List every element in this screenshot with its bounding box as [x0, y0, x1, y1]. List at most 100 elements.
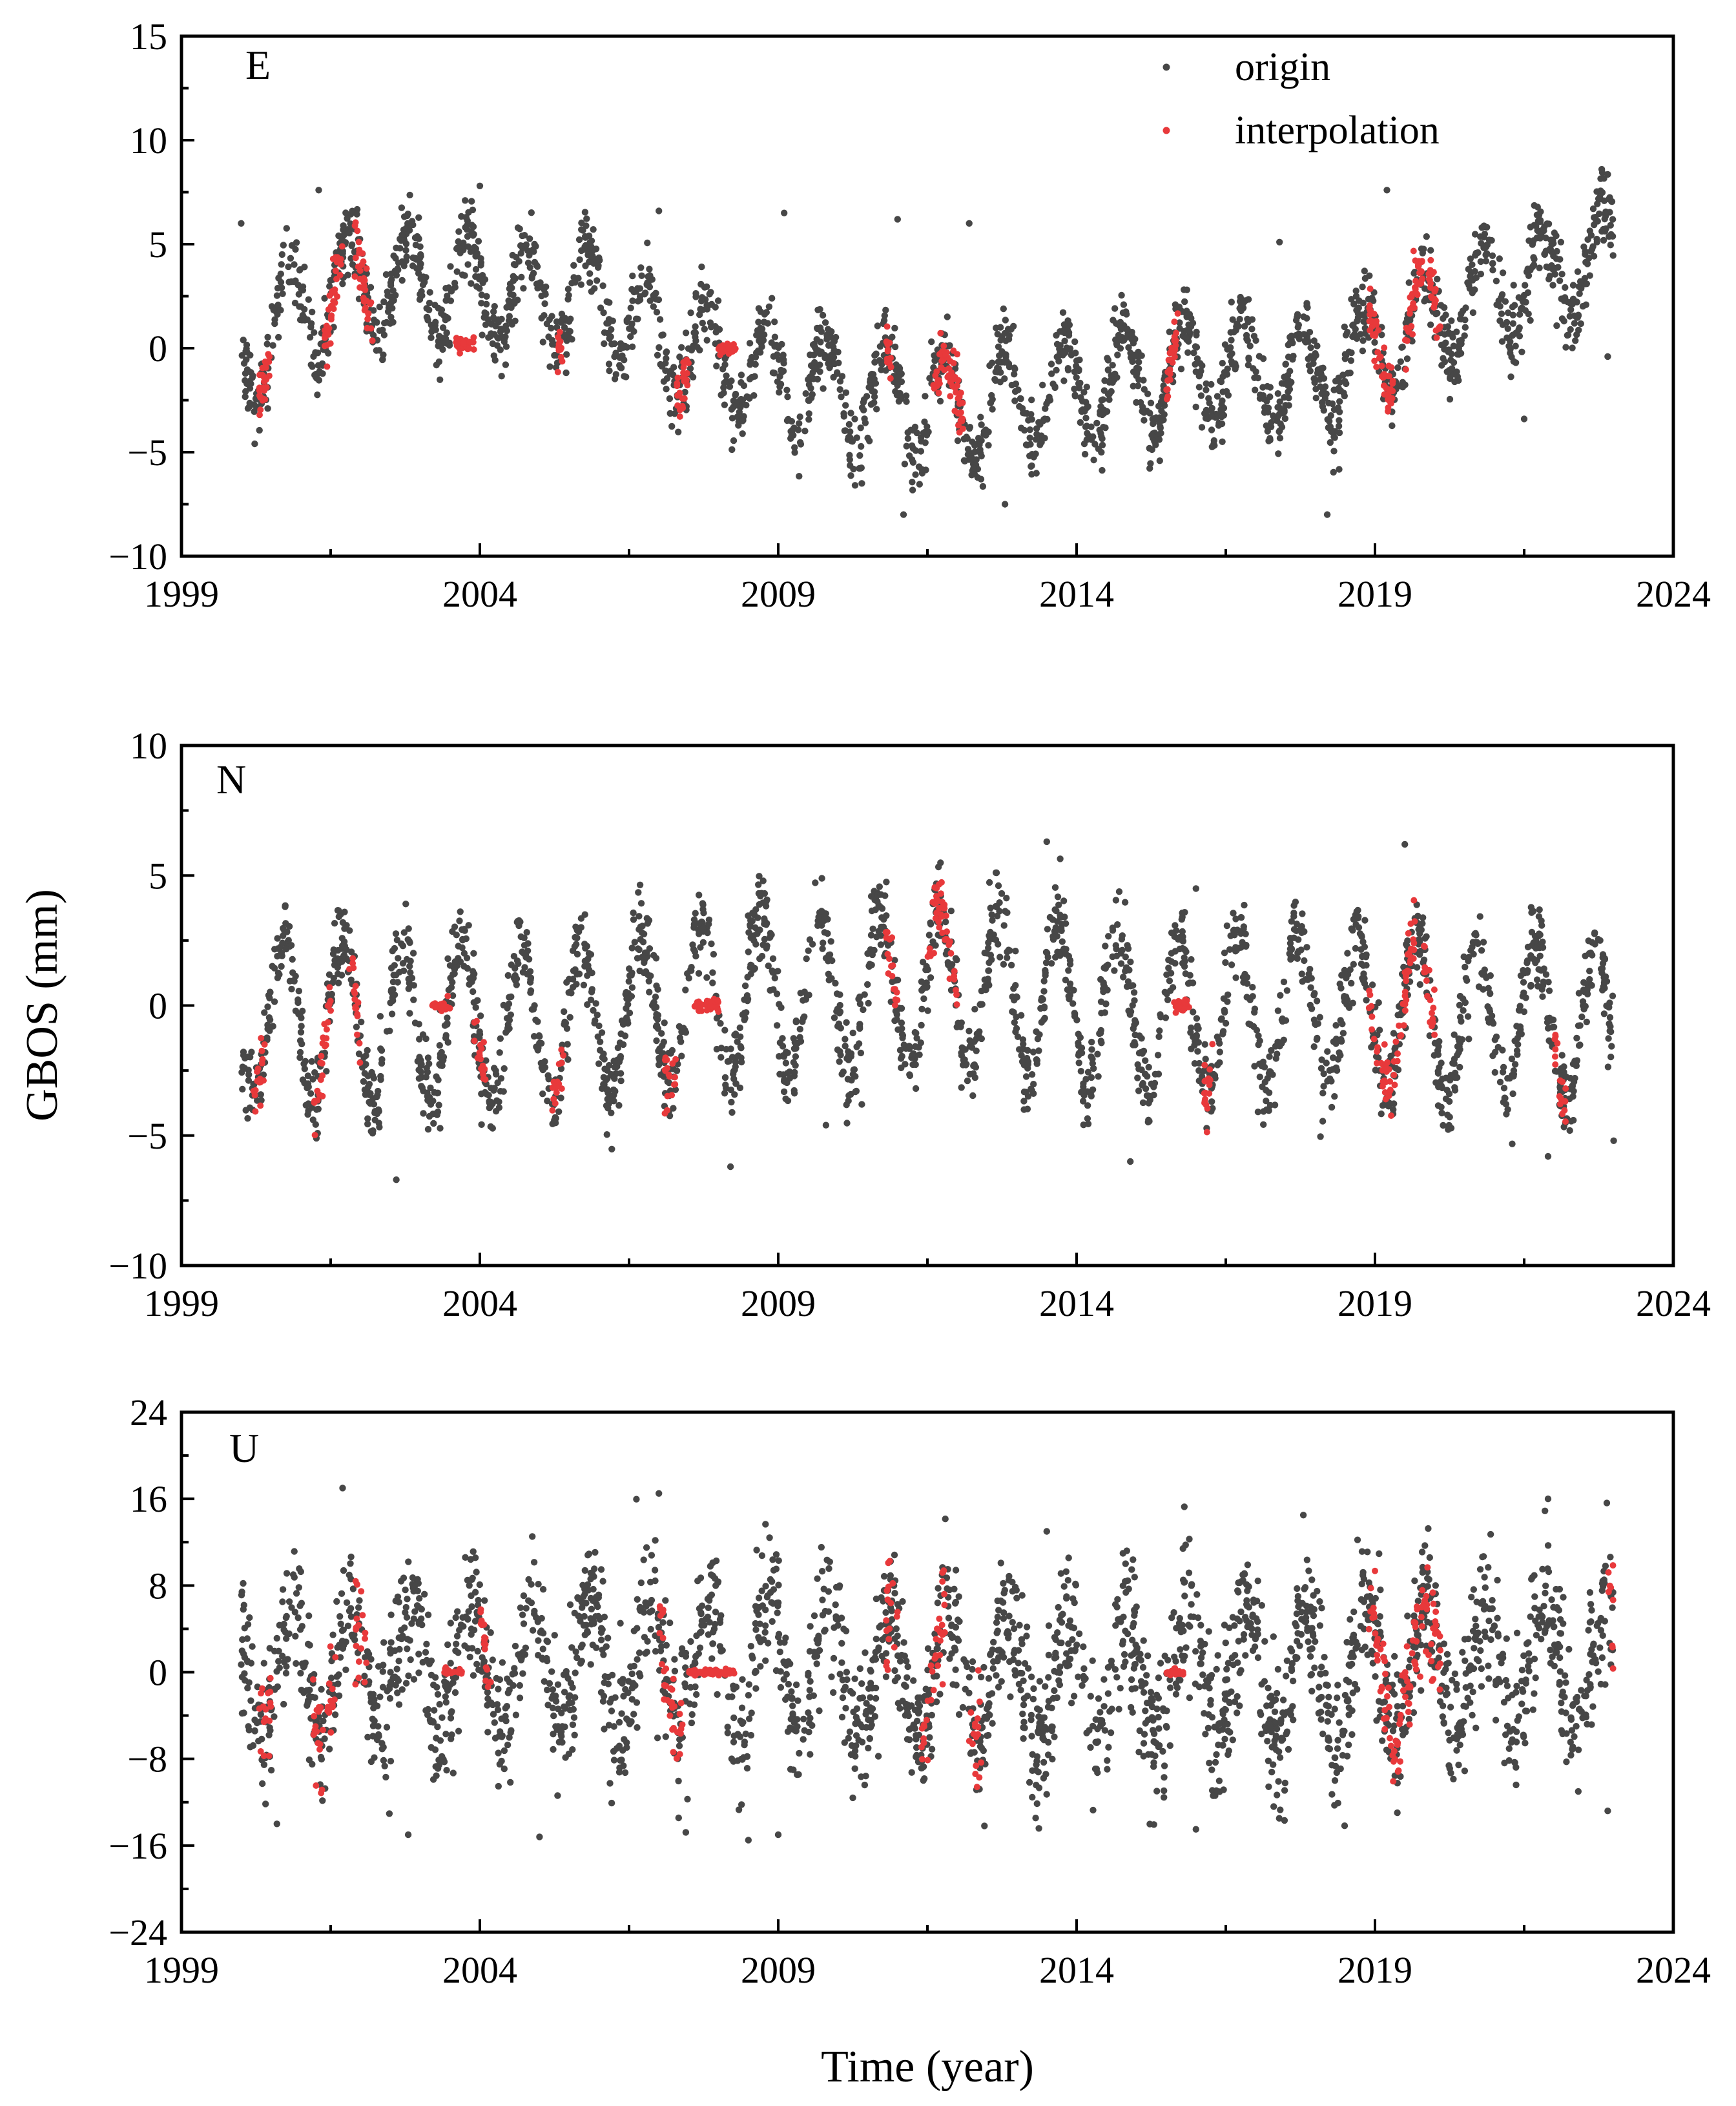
- origin-point: [1310, 375, 1318, 382]
- interpolation-point: [937, 329, 944, 337]
- origin-point: [392, 930, 400, 937]
- origin-point: [1520, 979, 1527, 986]
- origin-point: [942, 918, 949, 926]
- interpolation-point: [1407, 294, 1414, 301]
- origin-point: [617, 1053, 625, 1060]
- origin-point: [662, 367, 669, 374]
- origin-point: [637, 264, 645, 271]
- origin-point: [599, 1054, 606, 1061]
- origin-point: [1530, 254, 1537, 261]
- origin-outlier-point: [1001, 501, 1009, 508]
- origin-point: [528, 209, 535, 216]
- origin-point: [1498, 338, 1506, 345]
- origin-point: [825, 952, 832, 959]
- origin-point: [720, 384, 727, 391]
- origin-point: [1011, 371, 1018, 378]
- origin-point: [851, 415, 858, 422]
- origin-point: [1603, 1002, 1610, 1010]
- origin-point: [805, 410, 812, 417]
- origin-point: [447, 297, 455, 304]
- origin-point: [460, 950, 468, 957]
- origin-point: [981, 976, 989, 983]
- origin-point: [586, 239, 594, 246]
- origin-point: [482, 321, 490, 328]
- origin-point: [989, 917, 996, 924]
- interpolation-point: [1389, 380, 1396, 387]
- origin-point: [752, 360, 759, 368]
- origin-point: [1029, 1048, 1037, 1056]
- origin-point: [774, 1022, 781, 1029]
- origin-point: [1499, 269, 1507, 276]
- origin-point: [1524, 959, 1531, 966]
- origin-point: [577, 281, 584, 288]
- origin-point: [639, 939, 647, 946]
- origin-point: [745, 929, 752, 936]
- origin-point: [273, 292, 281, 299]
- origin-point: [857, 1049, 865, 1057]
- origin-point: [1223, 922, 1231, 930]
- origin-point: [1307, 368, 1314, 375]
- origin-point: [1330, 468, 1337, 476]
- origin-point: [1259, 392, 1267, 399]
- origin-point: [1329, 1066, 1336, 1073]
- origin-point: [340, 952, 348, 959]
- origin-point: [1473, 939, 1481, 946]
- origin-point: [447, 263, 454, 270]
- origin-point: [1569, 344, 1576, 351]
- origin-point: [1082, 1076, 1090, 1083]
- interpolation-point: [955, 422, 962, 429]
- origin-point: [1148, 432, 1155, 439]
- origin-point: [1120, 301, 1128, 308]
- origin-point: [1458, 1017, 1465, 1025]
- origin-point: [1509, 304, 1516, 311]
- origin-point: [247, 368, 254, 376]
- origin-point: [1562, 344, 1569, 351]
- origin-point: [1232, 915, 1239, 923]
- origin-point: [1476, 233, 1484, 240]
- origin-point: [522, 241, 530, 248]
- origin-point: [1447, 357, 1454, 364]
- origin-point: [1595, 195, 1602, 202]
- origin-point: [1504, 325, 1511, 332]
- origin-point: [1038, 995, 1046, 1002]
- interpolation-point: [363, 265, 370, 272]
- origin-point: [495, 1098, 502, 1105]
- origin-point: [1132, 1017, 1139, 1024]
- origin-point: [1183, 327, 1190, 334]
- origin-point: [907, 426, 914, 433]
- origin-point: [876, 343, 884, 350]
- origin-point: [1288, 946, 1296, 954]
- origin-point: [1194, 1025, 1201, 1032]
- origin-point: [608, 1145, 615, 1153]
- origin-point: [814, 347, 822, 354]
- origin-point: [714, 297, 722, 304]
- origin-point: [1093, 419, 1100, 427]
- interpolation-point: [1172, 346, 1179, 353]
- origin-point: [1201, 1041, 1208, 1048]
- origin-point: [973, 456, 980, 463]
- origin-point: [1535, 913, 1543, 920]
- origin-point: [506, 1017, 513, 1024]
- interpolation-point: [555, 333, 562, 340]
- origin-point: [1423, 233, 1430, 240]
- origin-point: [326, 283, 333, 290]
- origin-point: [1472, 274, 1480, 281]
- interpolation-point: [679, 404, 687, 412]
- origin-point: [841, 427, 849, 434]
- interpolation-point: [958, 415, 966, 422]
- origin-point: [1549, 1016, 1557, 1023]
- origin-point: [1510, 282, 1517, 289]
- origin-point: [405, 925, 412, 932]
- origin-point: [1012, 982, 1019, 989]
- origin-point: [277, 306, 284, 314]
- origin-point: [1147, 399, 1155, 406]
- origin-point: [530, 247, 537, 254]
- origin-point: [820, 939, 827, 946]
- origin-point: [1573, 331, 1580, 339]
- origin-point: [1607, 1053, 1615, 1061]
- origin-outlier-point: [1198, 424, 1206, 431]
- origin-point: [1465, 1036, 1472, 1043]
- origin-point: [1217, 377, 1224, 384]
- origin-point: [1166, 328, 1173, 335]
